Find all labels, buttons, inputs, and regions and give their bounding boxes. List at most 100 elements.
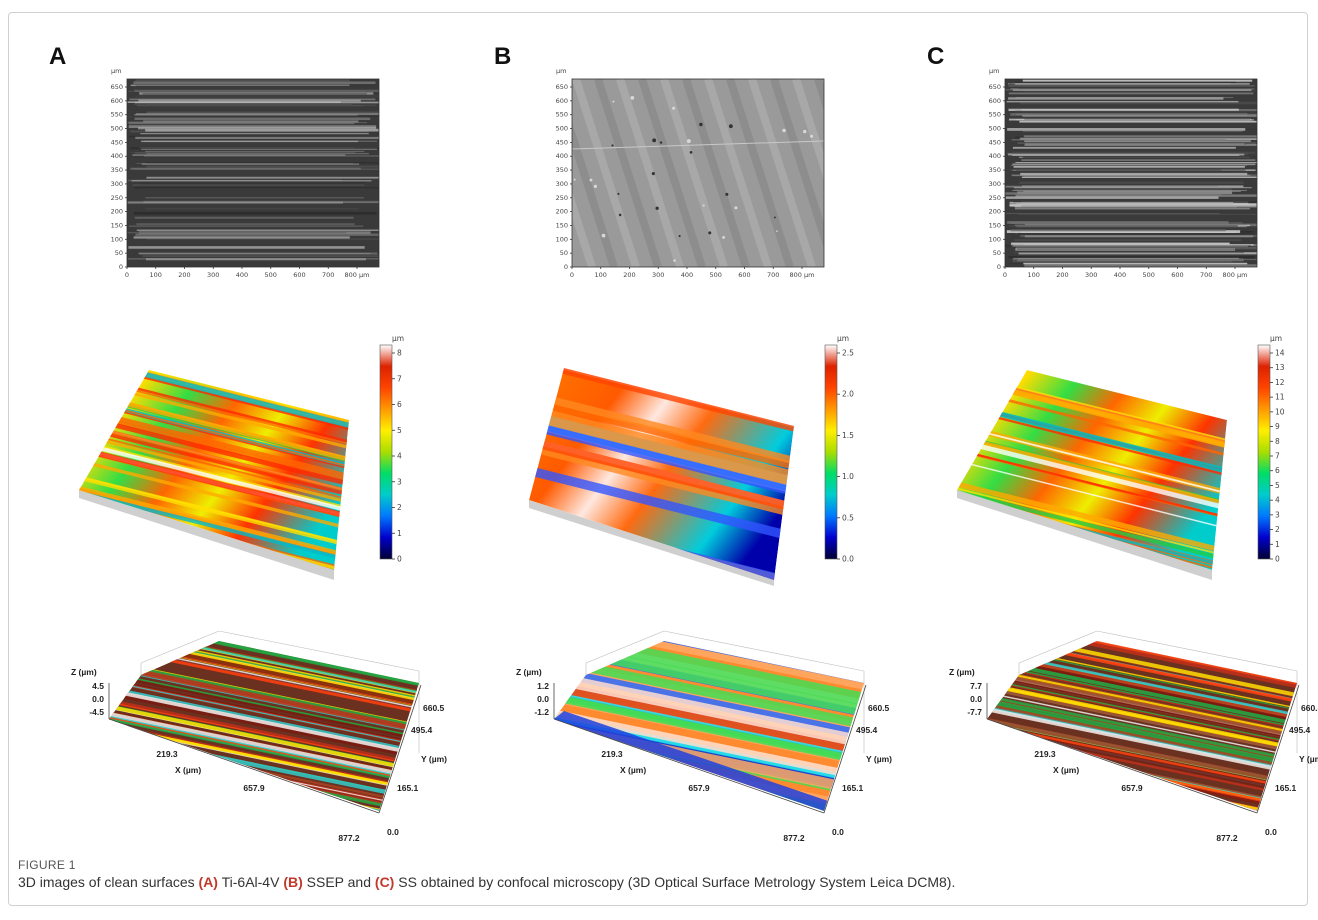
micrograph-y-tick: 500 [556,125,568,133]
micrograph-y-tick: 650 [556,83,568,91]
micrograph-x-tick: 200 [623,271,635,279]
micrograph-y-tick: 100 [989,235,1001,243]
plot-3d-c: Z (µm) 7.7 0.0 -7.7 219.3 657.9 877.2 X (µm) 660… [927,623,1318,853]
micrograph-y-tick: 550 [556,111,568,119]
colorbar-tick: 3 [397,477,402,486]
micrograph-x-tick: 700 [767,271,779,279]
colorbar-tick: 7 [1275,452,1280,461]
colorbar-tick: 11 [1275,393,1285,402]
micrograph-x-tick: 700 [322,271,334,279]
micrograph-y-tick: 350 [556,166,568,174]
plot-z-tick: 0.0 [537,694,549,704]
micrograph-x-tick: 200 [1056,271,1068,279]
micrograph-y-tick: 200 [989,208,1001,216]
micrograph-x-tick: 300 [652,271,664,279]
micrograph-x-tick: 600 [1171,271,1183,279]
micrograph-x-tick: 0 [1003,271,1007,279]
colorbar-unit-label: µm [392,334,404,343]
micrograph-y-tick: 300 [989,180,1001,188]
plot-y-tick: 660.5 [1301,703,1318,713]
plot-x-tick: 219.3 [1034,749,1056,759]
micrograph-y-tick: 100 [111,235,123,243]
colorbar-tick: 10 [1275,407,1285,416]
plot-y-tick: 660.5 [868,703,890,713]
caption-text: 3D images of clean surfaces [18,874,199,890]
micrograph-y-tick: 650 [111,83,123,91]
colorbar-unit-label: µm [1270,334,1282,343]
panel-letter-b: B [494,43,512,70]
plot-y-tick: 660.5 [423,703,445,713]
colorbar-tick: 4 [1275,496,1280,505]
colorbar-tick: 1 [397,529,402,538]
micrograph-y-tick: 0 [564,263,568,271]
colorbar-tick: 5 [1275,481,1280,490]
micrograph-x-tick: 400 [236,271,248,279]
surface-3d-a [79,348,379,593]
micrograph-y-tick: 600 [556,97,568,105]
plot-y-tick: 495.4 [1289,725,1311,735]
micrograph-x-tick: 100 [595,271,607,279]
colorbar-tick: 13 [1275,363,1285,372]
micrograph-c: µm 0 50 100 150 200 250 300 350 400 450 500 550 600 65… [977,65,1258,279]
colorbar-tick: 2.0 [842,390,854,399]
micrograph-y-tick: 300 [556,180,568,188]
micrograph-y-tick: 450 [556,138,568,146]
micrograph-y-tick: 450 [111,138,123,146]
colorbar-tick: 6 [397,400,402,409]
micrograph-y-tick: 0 [997,263,1001,271]
plot-y-tick: 165.1 [1275,783,1297,793]
caption-panel-ref: (B) [283,874,303,890]
plot-3d-a: Z (µm) 4.5 0.0 -4.5 219.3 657.9 877.2 X (µm) 660… [49,623,449,853]
micrograph-x-tick: 500 [1143,271,1155,279]
micrograph-x-tick: 600 [293,271,305,279]
colorbar-tick: 1.0 [842,472,854,481]
micrograph-y-tick: 100 [556,235,568,243]
micrograph-x-tick: 400 [1114,271,1126,279]
colorbar-tick: 8 [1275,437,1280,446]
plot-x-tick: 657.9 [1121,783,1143,793]
plot-z-tick: -7.7 [967,707,982,717]
micrograph-x-tick: 300 [1085,271,1097,279]
caption-text: Ti-6Al-4V [217,874,284,890]
plot-x-tick: 657.9 [688,783,710,793]
micrograph-y-tick: 350 [111,166,123,174]
micrograph-y-tick: 200 [556,208,568,216]
plot-y-tick: 0.0 [387,827,399,837]
colorbar-tick: 12 [1275,378,1285,387]
caption-panel-ref: (C) [374,874,395,890]
micrograph-x-tick: 500 [710,271,722,279]
micrograph-y-tick: 50 [993,249,1001,257]
micrograph-x-tick: 800 µm [790,271,815,279]
colorbar-tick: 1.5 [842,431,854,440]
colorbar-tick: 4 [397,452,402,461]
plot-y-label: Y (µm) [1299,754,1318,764]
colorbar-tick: 8 [397,349,402,358]
micrograph-b: µm 0 50 100 150 200 250 300 350 400 450 500 550 600 65… [544,65,825,279]
micrograph-y-tick: 550 [111,111,123,119]
plot-z-tick: 0.0 [970,694,982,704]
micrograph-y-tick: 400 [989,152,1001,160]
micrograph-x-tick: 700 [1200,271,1212,279]
micrograph-y-tick: 500 [111,125,123,133]
surface-3d-b [524,348,824,593]
panel-letter-c: C [927,43,945,70]
plot-y-tick: 0.0 [832,827,844,837]
plot-x-tick: 877.2 [338,833,360,843]
micrograph-y-tick: 550 [989,111,1001,119]
micrograph-y-tick: 250 [556,194,568,202]
micrograph-x-tick: 0 [125,271,129,279]
micrograph-y-tick: 650 [989,83,1001,91]
colorbar-unit-label: µm [837,334,849,343]
plot-y-tick: 0.0 [1265,827,1277,837]
colorbar-c: µm 0 1 2 3 4 5 6 7 8 9 10 11 12 13 14 [1250,331,1310,571]
micrograph-unit-label: µm [111,67,121,75]
colorbar-tick: 0.0 [842,555,854,564]
micrograph-x-tick: 500 [265,271,277,279]
colorbar-tick: 0 [397,555,402,564]
micrograph-a: µm 0 50 100 150 200 250 300 350 400 450 500 550 600 65… [99,65,380,279]
micrograph-y-tick: 150 [556,221,568,229]
figure-label: FIGURE 1 [18,858,76,872]
micrograph-x-tick: 0 [570,271,574,279]
plot-z-tick: 0.0 [92,694,104,704]
